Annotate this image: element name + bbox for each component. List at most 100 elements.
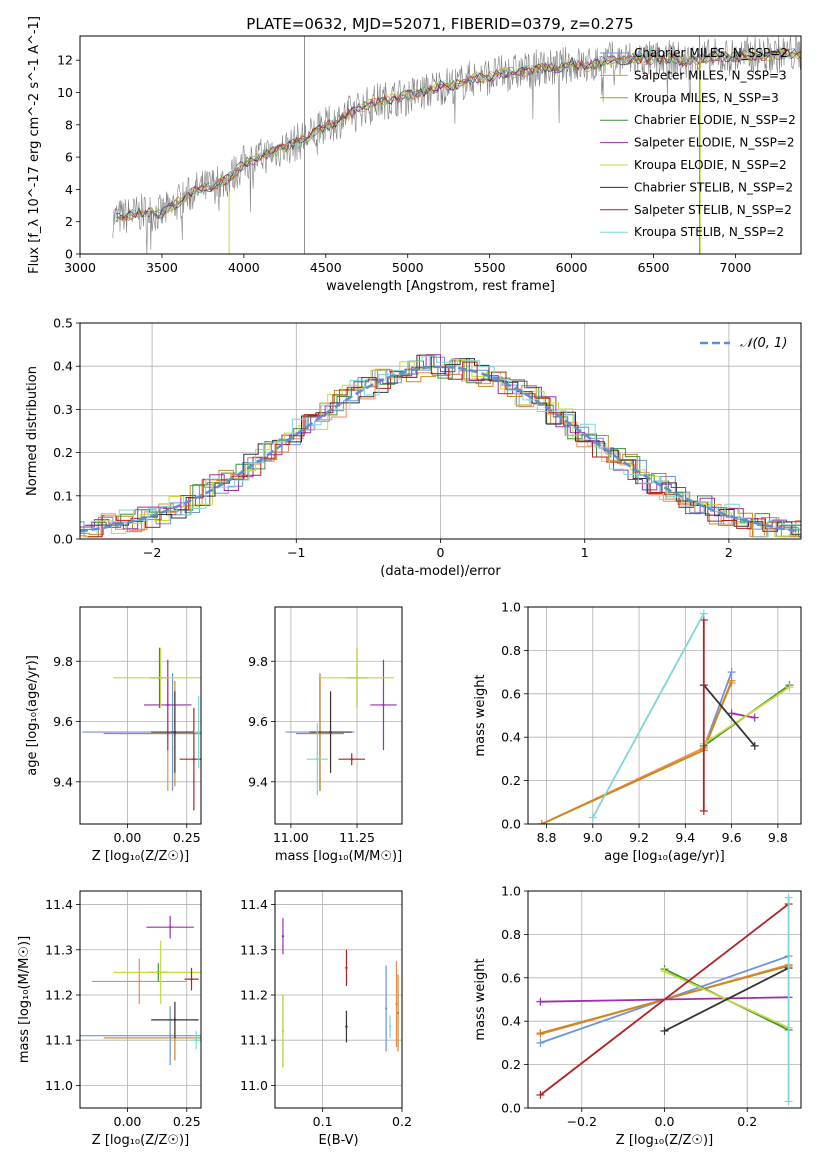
panel-mass-vs-EBV: 0.1 0.2 11.0 11.1 11.2 11.3 11.4 E(B-V) — [240, 890, 412, 1148]
y-tick-label: 0.6 — [501, 970, 521, 985]
data-point — [281, 935, 285, 938]
axes-frame — [79, 890, 202, 1109]
axes-frame — [79, 322, 802, 540]
plot-area — [80, 891, 201, 1108]
y-tick-label: 11.2 — [240, 987, 268, 1002]
data-point — [197, 730, 200, 734]
normal-curve — [80, 365, 801, 533]
histogram-step — [80, 354, 801, 530]
y-axis-label: mass weight — [473, 674, 488, 756]
panel-mass-weight-vs-age: 8.8 9.0 9.2 9.4 9.6 9.8 0.0 0.2 0.4 0.6 0.8 1.0 age … — [473, 600, 802, 864]
y-tick-label: 2 — [65, 214, 73, 229]
y-tick-label: 0.0 — [501, 1101, 521, 1116]
x-axis-label: Z [log₁₀(Z/Z☉)] — [616, 1133, 713, 1148]
y-tick-label: 0.6 — [501, 686, 521, 701]
data-point — [190, 977, 193, 981]
x-tick-label: 2 — [725, 545, 733, 560]
spectrum-legend: Chabrier MILES, N_SSP=2 Salpeter MILES, N… — [600, 46, 796, 239]
figure-title: PLATE=0632, MJD=52071, FIBERID=0379, z=0… — [246, 15, 633, 33]
panel-mass-vs-Z: 0.00 0.25 11.0 11.1 11.2 11.3 11.4 Z [log₁₀(Z/Z… — [17, 890, 202, 1148]
plot-area — [528, 891, 801, 1108]
panel-age-vs-Z: 0.00 0.25 9.4 9.6 9.8 Z [log₁₀(Z/Z☉)] age [log… — [25, 606, 202, 864]
x-tick-label: 0.2 — [392, 1114, 412, 1129]
y-tick-label: 0.0 — [501, 817, 521, 832]
plot-area — [112, 36, 801, 254]
histogram-step — [80, 356, 801, 538]
y-axis-label: mass [log₁₀(M/M☉)] — [17, 936, 32, 1063]
panel-mass-weight-vs-Z: −0.2 0.0 0.2 0.0 0.2 0.4 0.6 0.8 1.0 Z [log₁₀(Z/Z… — [473, 884, 802, 1148]
series-line — [592, 613, 705, 818]
x-tick-label: 0.0 — [655, 1114, 675, 1129]
x-axis-label: Z [log₁₀(Z/Z☉)] — [92, 1133, 189, 1148]
y-tick-label: 12 — [57, 53, 73, 68]
x-tick-label: 0.1 — [313, 1114, 333, 1129]
x-tick-label: 4500 — [310, 260, 342, 275]
series-line — [539, 903, 790, 1096]
x-tick-label: 8.8 — [537, 830, 557, 845]
x-tick-label: −1 — [287, 545, 305, 560]
axes-frame — [527, 606, 802, 825]
data-point — [396, 1011, 400, 1015]
y-tick-label: 11.0 — [240, 1078, 268, 1093]
x-tick-label: 11.00 — [273, 830, 309, 845]
y-axis-label: mass weight — [473, 958, 488, 1040]
x-axis-label: mass [log₁₀(M/M☉)] — [275, 849, 402, 864]
y-tick-label: 11.1 — [240, 1033, 268, 1048]
data-point — [168, 925, 172, 929]
plot-area — [275, 891, 402, 1108]
plot-area — [80, 323, 801, 539]
y-tick-label: 9.6 — [248, 714, 268, 729]
axes-frame — [79, 606, 202, 825]
data-point — [355, 676, 359, 680]
data-point — [195, 1038, 198, 1042]
legend-label: Kroupa ELODIE, N_SSP=2 — [634, 158, 787, 172]
y-tick-label: 1.0 — [501, 884, 521, 899]
data-point — [166, 703, 169, 707]
x-axis-label: E(B-V) — [318, 1133, 358, 1148]
data-point — [318, 732, 322, 735]
panel-residual-histogram: −2 −1 0 1 2 0.0 0.1 0.2 0.3 0.4 0.5 (data-model)/er… — [25, 316, 802, 579]
legend-label: Chabrier ELODIE, N_SSP=2 — [634, 113, 796, 127]
data-point — [382, 703, 385, 707]
y-tick-label: 4 — [65, 182, 73, 197]
y-tick-label: 11.4 — [45, 897, 73, 912]
y-tick-label: 9.6 — [53, 714, 73, 729]
x-tick-label: 0.25 — [173, 830, 201, 845]
model-spectrum-line — [114, 49, 800, 222]
legend-label: Salpeter STELIB, N_SSP=2 — [634, 203, 792, 217]
x-tick-label: 0.00 — [114, 1114, 142, 1129]
data-point — [168, 1034, 172, 1037]
data-point — [350, 758, 353, 761]
y-tick-label: 0 — [65, 247, 73, 262]
data-point — [159, 971, 162, 974]
x-tick-label: 7000 — [720, 260, 752, 275]
y-tick-label: 11.3 — [45, 942, 73, 957]
x-axis-label: wavelength [Angstrom, rest frame] — [326, 279, 555, 294]
data-point — [281, 1029, 285, 1033]
y-tick-label: 9.4 — [53, 774, 73, 789]
data-point — [138, 980, 141, 983]
x-tick-label: 9.4 — [675, 830, 695, 845]
model-spectrum-line — [116, 49, 801, 220]
legend-label: Salpeter MILES, N_SSP=3 — [634, 68, 787, 82]
legend-label: Kroupa STELIB, N_SSP=2 — [634, 225, 784, 239]
y-tick-label: 0.4 — [53, 359, 73, 374]
panel-age-vs-mass: 11.00 11.25 9.4 9.6 9.8 mass [log₁₀(M/M☉)] — [248, 606, 403, 864]
data-point — [173, 1018, 177, 1022]
y-tick-label: 11.2 — [45, 987, 73, 1002]
y-tick-label: 11.4 — [240, 897, 268, 912]
data-point — [395, 1002, 398, 1006]
x-tick-label: 3500 — [146, 260, 178, 275]
series-line — [703, 684, 756, 747]
plot-area — [275, 607, 402, 824]
panel-spectrum: 3000 3500 4000 4500 5000 5500 6000 6500 7000 0 2 4 6… — [27, 16, 802, 294]
x-tick-label: 11.25 — [339, 830, 375, 845]
axes-frame — [274, 890, 403, 1109]
y-tick-label: 8 — [65, 117, 73, 132]
y-tick-label: 0.4 — [501, 1014, 521, 1029]
x-axis-label: (data-model)/error — [380, 564, 501, 579]
y-tick-label: 11.3 — [240, 942, 268, 957]
series-line — [731, 712, 755, 719]
data-point — [159, 676, 162, 680]
